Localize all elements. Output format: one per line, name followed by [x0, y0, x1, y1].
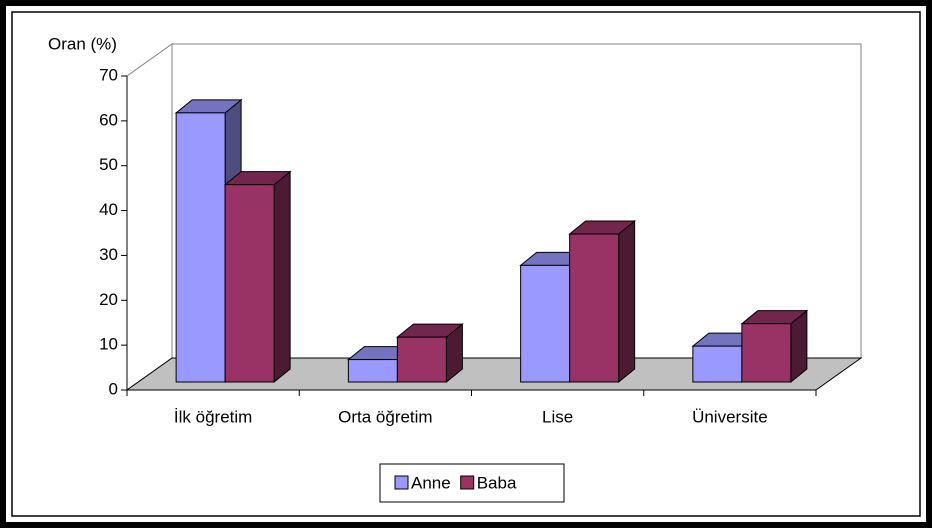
- legend-swatch: [460, 475, 475, 490]
- bar-front: [520, 264, 571, 383]
- inner-frame: [11, 11, 921, 517]
- bar-front: [569, 233, 620, 383]
- legend-label: Baba: [477, 473, 517, 492]
- legend-swatch: [394, 475, 409, 490]
- bar-front: [741, 323, 792, 383]
- y-tick-label: 60: [99, 110, 118, 129]
- y-tick-label: 50: [99, 155, 118, 174]
- x-tick-label: İlk öğretim: [174, 407, 252, 426]
- bar: [223, 170, 292, 384]
- y-tick-label: 40: [99, 200, 118, 219]
- x-tick-label: Lise: [542, 407, 573, 426]
- bar-front: [224, 184, 275, 383]
- legend-label: Anne: [411, 473, 451, 492]
- bar-front: [175, 112, 226, 383]
- bar: [740, 309, 809, 384]
- bar-side: [618, 219, 636, 384]
- bar-front: [692, 345, 743, 383]
- bar: [568, 219, 637, 384]
- y-axis-label: Oran (%): [48, 34, 117, 53]
- y-tick-label: 70: [99, 65, 118, 84]
- y-tick-label: 20: [99, 290, 118, 309]
- y-tick-label: 0: [109, 379, 118, 398]
- x-tick-label: Orta öğretim: [338, 407, 432, 426]
- y-tick-label: 10: [99, 335, 118, 354]
- bar-front: [347, 359, 398, 383]
- y-tick-label: 30: [99, 245, 118, 264]
- bar: [395, 323, 464, 384]
- bar-front: [396, 336, 447, 383]
- x-tick-label: Üniversite: [692, 407, 768, 426]
- side-wall: [126, 43, 173, 391]
- bar-side: [273, 170, 291, 384]
